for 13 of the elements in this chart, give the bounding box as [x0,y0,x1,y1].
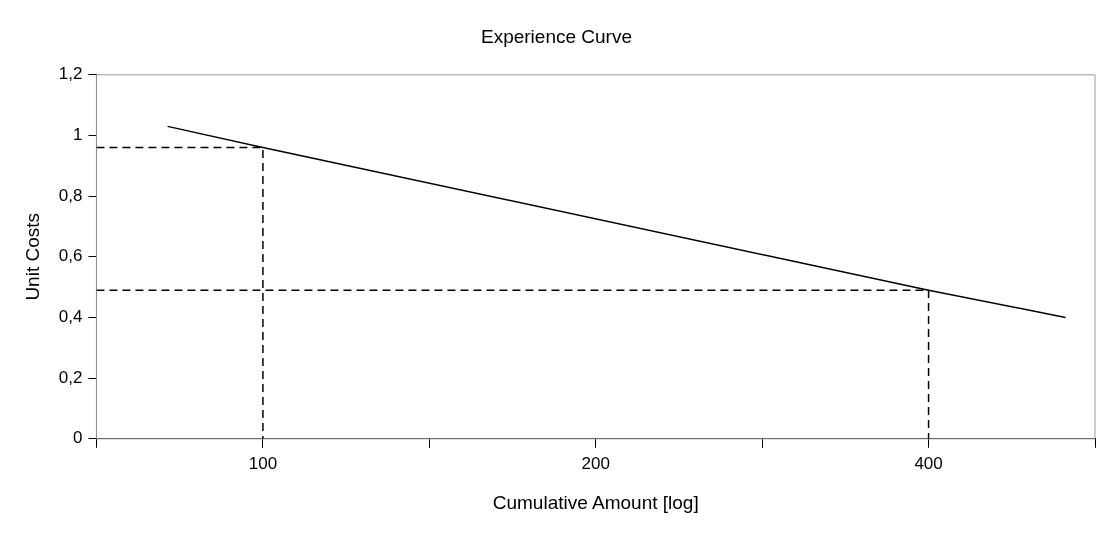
y-tick-label: 0,2 [58,367,83,387]
x-tick-label: 200 [581,453,610,473]
y-tick-label: 0 [72,428,83,448]
y-tick-label: 0,4 [58,307,83,327]
y-tick-label: 0,6 [58,246,83,266]
y-tick-label: 1 [72,125,83,145]
chart-title: Experience Curve [480,25,633,47]
y-axis-title: Unit Costs [21,212,43,301]
x-axis-title: Cumulative Amount [log] [492,491,699,513]
y-tick-label: 1,2 [58,64,83,84]
x-tick-label: 400 [914,453,943,473]
x-tick-label: 100 [248,453,278,473]
y-tick-label: 0,8 [58,185,83,205]
